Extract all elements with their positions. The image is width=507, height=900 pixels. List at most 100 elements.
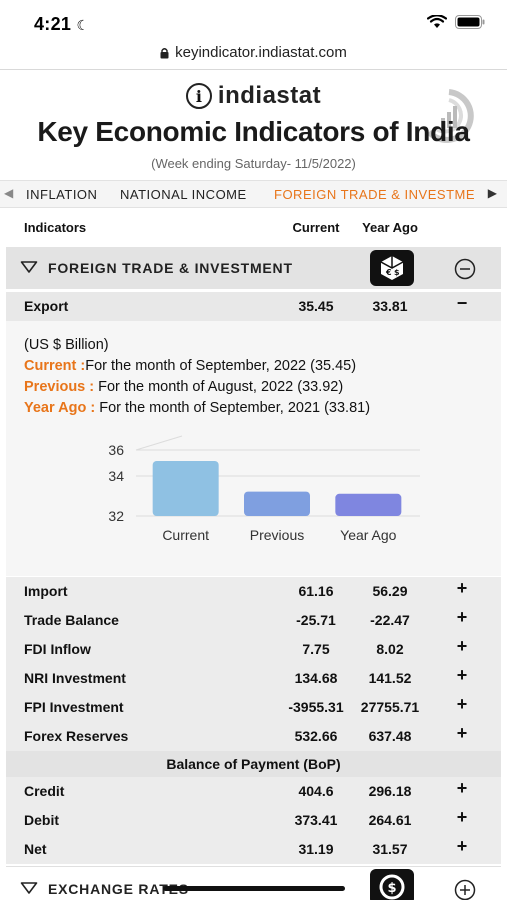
x-tick-label: Year Ago bbox=[340, 527, 397, 543]
svg-text:$: $ bbox=[388, 881, 397, 896]
row-current: 61.16 bbox=[298, 583, 334, 599]
section-title: FOREIGN TRADE & INVESTMENT bbox=[48, 260, 293, 276]
tab-foreign-trade[interactable]: FOREIGN TRADE & INVESTME bbox=[274, 187, 476, 202]
table-row-export[interactable]: Export 35.45 33.81 − bbox=[6, 292, 501, 321]
status-time: 4:21 ☾ bbox=[34, 14, 89, 35]
bar-previous bbox=[244, 491, 310, 516]
detail-current-label: Current : bbox=[24, 358, 86, 374]
tab-inflation[interactable]: INFLATION bbox=[26, 187, 98, 202]
table-row[interactable]: FPI Investment -3955.31 27755.71 + bbox=[6, 693, 501, 722]
scroll-left-icon[interactable]: ◀ bbox=[4, 186, 14, 200]
category-tabs: ◀ INFLATION NATIONAL INCOME FOREIGN TRAD… bbox=[0, 180, 507, 208]
address-bar[interactable]: keyindicator.indiastat.com bbox=[0, 44, 507, 70]
expand-icon[interactable] bbox=[454, 879, 476, 900]
svg-text:€: € bbox=[385, 268, 392, 277]
row-year-ago: 56.29 bbox=[372, 583, 408, 599]
row-year-ago: 27755.71 bbox=[360, 699, 420, 715]
detail-previous-text: For the month of August, 2022 (33.92) bbox=[94, 379, 344, 395]
export-detail-panel: (US $ Billion) Current :For the month of… bbox=[6, 321, 501, 576]
collapse-icon[interactable] bbox=[454, 258, 476, 280]
table-row[interactable]: Net 31.19 31.57 + bbox=[6, 835, 501, 864]
row-name: FDI Inflow bbox=[24, 641, 91, 657]
scroll-right-icon[interactable]: ▶ bbox=[483, 186, 497, 200]
divider bbox=[0, 69, 507, 70]
brand-logo: i indiastat bbox=[0, 82, 507, 110]
detail-year-ago: Year Ago : For the month of September, 2… bbox=[24, 400, 370, 416]
table-row[interactable]: FDI Inflow 7.75 8.02 + bbox=[6, 635, 501, 664]
row-name: Export bbox=[24, 298, 69, 314]
bar-year-ago bbox=[335, 493, 402, 516]
status-icons bbox=[427, 15, 485, 29]
page-subtitle: (Week ending Saturday- 11/5/2022) bbox=[151, 156, 356, 171]
detail-year-ago-label: Year Ago : bbox=[24, 400, 96, 416]
moon-icon: ☾ bbox=[76, 17, 90, 33]
y-tick-label: 36 bbox=[108, 442, 124, 458]
x-tick-label: Previous bbox=[250, 527, 304, 543]
row-current: -25.71 bbox=[296, 612, 336, 628]
row-name: FPI Investment bbox=[24, 699, 124, 715]
wifi-icon bbox=[427, 15, 447, 28]
expand-row-button[interactable]: + bbox=[456, 807, 468, 827]
expand-row-button[interactable]: + bbox=[456, 607, 468, 627]
detail-previous: Previous : For the month of August, 2022… bbox=[24, 379, 343, 395]
brand-name: indiastat bbox=[217, 82, 322, 109]
table-row[interactable]: Forex Reserves 532.66 637.48 + bbox=[6, 722, 501, 751]
table-row[interactable]: NRI Investment 134.68 141.52 + bbox=[6, 664, 501, 693]
row-current: 31.19 bbox=[298, 841, 334, 857]
expand-row-button[interactable]: + bbox=[456, 723, 468, 743]
expand-row-button[interactable]: + bbox=[456, 836, 468, 856]
export-bar-chart: 36 34 32 Current Previous Year Ago bbox=[94, 430, 434, 560]
section-exchange-rates[interactable]: EXCHANGE RATES $ bbox=[6, 866, 501, 900]
tab-national-income[interactable]: NATIONAL INCOME bbox=[120, 187, 247, 202]
chart-logo-icon bbox=[426, 89, 474, 143]
expand-row-button[interactable]: + bbox=[456, 578, 468, 598]
expand-row-button[interactable]: + bbox=[456, 778, 468, 798]
url-text: keyindicator.indiastat.com bbox=[175, 44, 347, 61]
table-row[interactable]: Debit 373.41 264.61 + bbox=[6, 806, 501, 835]
unit-label: (US $ Billion) bbox=[24, 337, 109, 353]
table-header: Indicators Current Year Ago bbox=[0, 220, 507, 244]
exchange-icon: $ bbox=[370, 869, 414, 900]
table-row[interactable]: Import 61.16 56.29 + bbox=[6, 577, 501, 606]
header-current: Current bbox=[292, 220, 340, 235]
row-name: Debit bbox=[24, 812, 59, 828]
row-name: NRI Investment bbox=[24, 670, 126, 686]
detail-current-text: For the month of September, 2022 (35.45) bbox=[85, 358, 357, 374]
section-foreign-trade[interactable]: FOREIGN TRADE & INVESTMENT € $ bbox=[6, 247, 501, 289]
row-current: 134.68 bbox=[294, 670, 338, 686]
collapse-row-button[interactable]: − bbox=[456, 293, 468, 313]
detail-current: Current :For the month of September, 202… bbox=[24, 358, 356, 374]
chevron-down-icon bbox=[20, 261, 38, 273]
row-year-ago: 296.18 bbox=[368, 783, 412, 799]
svg-text:$: $ bbox=[394, 268, 400, 277]
bop-header: Balance of Payment (BoP) bbox=[6, 751, 501, 777]
expand-row-button[interactable]: + bbox=[456, 665, 468, 685]
row-name: Trade Balance bbox=[24, 612, 119, 628]
trade-icon: € $ bbox=[370, 250, 414, 286]
chevron-down-icon bbox=[20, 882, 38, 894]
table-row[interactable]: Credit 404.6 296.18 + bbox=[6, 777, 501, 806]
row-year-ago: 8.02 bbox=[376, 641, 404, 657]
lock-icon bbox=[160, 48, 169, 59]
table-row[interactable]: Trade Balance -25.71 -22.47 + bbox=[6, 606, 501, 635]
row-year-ago: 141.52 bbox=[368, 670, 412, 686]
row-year-ago: 31.57 bbox=[372, 841, 408, 857]
page-title: Key Economic Indicators of India bbox=[37, 116, 470, 147]
section-title: EXCHANGE RATES bbox=[48, 881, 189, 897]
home-indicator bbox=[163, 886, 345, 891]
row-current: -3955.31 bbox=[288, 699, 344, 715]
row-year-ago: 33.81 bbox=[372, 298, 408, 314]
row-current: 35.45 bbox=[298, 298, 334, 314]
bar-current bbox=[152, 461, 219, 516]
expand-row-button[interactable]: + bbox=[456, 694, 468, 714]
header-indicators: Indicators bbox=[24, 220, 87, 235]
row-name: Net bbox=[24, 841, 47, 857]
row-current: 532.66 bbox=[294, 728, 338, 744]
info-logo-icon: i bbox=[185, 83, 212, 109]
row-current: 7.75 bbox=[302, 641, 330, 657]
row-year-ago: -22.47 bbox=[370, 612, 410, 628]
detail-year-ago-text: For the month of September, 2021 (33.81) bbox=[95, 400, 371, 416]
row-name: Credit bbox=[24, 783, 65, 799]
y-tick-label: 32 bbox=[108, 508, 124, 524]
expand-row-button[interactable]: + bbox=[456, 636, 468, 656]
